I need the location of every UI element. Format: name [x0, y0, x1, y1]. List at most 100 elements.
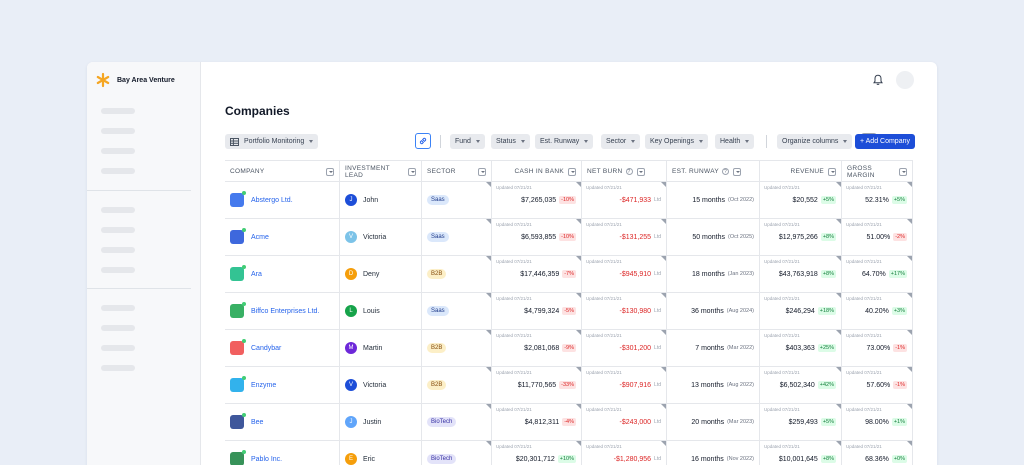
table-row[interactable]: Enzyme V Victoria B2B Updated 07/21/21 $11,77…: [225, 367, 913, 404]
cash-cell[interactable]: Updated 07/21/21 $17,446,359 -7%: [492, 256, 582, 292]
filter-health[interactable]: Health: [715, 134, 755, 149]
col-sector[interactable]: Sector: [422, 161, 492, 182]
help-icon[interactable]: ?: [625, 168, 633, 175]
chevron-down-icon[interactable]: [636, 167, 645, 176]
cash-cell[interactable]: Updated 07/21/21 $4,799,324 -5%: [492, 293, 582, 329]
lead-cell[interactable]: L Louis: [340, 293, 422, 329]
lead-cell[interactable]: V Victoria: [340, 367, 422, 403]
margin-cell[interactable]: Updated 07/21/21 98.00% +1%: [842, 404, 913, 440]
runway-cell[interactable]: 7 months (Mar 2022): [667, 330, 760, 366]
burn-cell[interactable]: Updated 07/21/21 -$1,280,956 Ltd: [582, 441, 667, 465]
col-runway[interactable]: Est. runway?: [667, 161, 760, 182]
nav-item[interactable]: [101, 108, 135, 114]
nav-item[interactable]: [101, 247, 135, 253]
chevron-down-icon[interactable]: [408, 167, 416, 176]
col-revenue[interactable]: Revenue: [760, 161, 842, 182]
add-company-button[interactable]: + Add Company: [854, 134, 915, 149]
cash-cell[interactable]: Updated 07/21/21 $4,812,311 -4%: [492, 404, 582, 440]
cash-cell[interactable]: Updated 07/21/21 $6,593,855 -10%: [492, 219, 582, 255]
filter-key-openings[interactable]: Key Openings: [645, 134, 708, 149]
table-row[interactable]: Ara D Deny B2B Updated 07/21/21 $17,446,359 -7…: [225, 256, 913, 293]
filter-fund[interactable]: Fund: [450, 134, 485, 149]
lead-cell[interactable]: V Victoria: [340, 219, 422, 255]
lead-cell[interactable]: E Eric: [340, 441, 422, 465]
runway-cell[interactable]: 36 months (Aug 2024): [667, 293, 760, 329]
company-cell[interactable]: Biffco Enterprises Ltd.: [225, 293, 340, 329]
col-company[interactable]: Company: [225, 161, 340, 182]
margin-cell[interactable]: Updated 07/21/21 73.00% -1%: [842, 330, 913, 366]
nav-item[interactable]: [101, 128, 135, 134]
table-row[interactable]: Abstergo Ltd. J John Saas Updated 07/21/21 $7…: [225, 182, 913, 219]
revenue-cell[interactable]: Updated 07/21/21 $20,552 +5%: [760, 182, 842, 218]
revenue-cell[interactable]: Updated 07/21/21 $6,502,340 +42%: [760, 367, 842, 403]
sector-cell[interactable]: BioTech: [422, 441, 492, 465]
nav-item[interactable]: [101, 148, 135, 154]
sector-cell[interactable]: Saas: [422, 293, 492, 329]
revenue-cell[interactable]: Updated 07/21/21 $259,493 +5%: [760, 404, 842, 440]
view-select[interactable]: Portfolio Monitoring: [225, 134, 319, 149]
cash-cell[interactable]: Updated 07/21/21 $11,770,565 -33%: [492, 367, 582, 403]
company-cell[interactable]: Abstergo Ltd.: [225, 182, 340, 218]
burn-cell[interactable]: Updated 07/21/21 -$243,000 Ltd: [582, 404, 667, 440]
sector-cell[interactable]: B2B: [422, 367, 492, 403]
chevron-down-icon[interactable]: [828, 167, 836, 176]
burn-cell[interactable]: Updated 07/21/21 -$945,910 Ltd: [582, 256, 667, 292]
company-link[interactable]: Candybar: [251, 344, 282, 352]
margin-cell[interactable]: Updated 07/21/21 51.00% -2%: [842, 219, 913, 255]
burn-cell[interactable]: Updated 07/21/21 -$471,933 Ltd: [582, 182, 667, 218]
filter-runway[interactable]: Est. Runway: [535, 134, 594, 149]
chevron-down-icon[interactable]: [899, 167, 907, 176]
table-row[interactable]: Pablo Inc. E Eric BioTech Updated 07/21/21 $2…: [225, 441, 913, 465]
company-link[interactable]: Ara: [251, 270, 262, 278]
company-link[interactable]: Acme: [251, 233, 269, 241]
revenue-cell[interactable]: Updated 07/21/21 $403,363 +25%: [760, 330, 842, 366]
nav-item[interactable]: [101, 305, 135, 311]
sector-cell[interactable]: BioTech: [422, 404, 492, 440]
nav-item[interactable]: [101, 227, 135, 233]
cash-cell[interactable]: Updated 07/21/21 $20,301,712 +10%: [492, 441, 582, 465]
lead-cell[interactable]: J John: [340, 182, 422, 218]
burn-cell[interactable]: Updated 07/21/21 -$907,916 Ltd: [582, 367, 667, 403]
burn-cell[interactable]: Updated 07/21/21 -$131,255 Ltd: [582, 219, 667, 255]
company-cell[interactable]: Pablo Inc.: [225, 441, 340, 465]
runway-cell[interactable]: 13 months (Aug 2022): [667, 367, 760, 403]
cash-cell[interactable]: Updated 07/21/21 $2,081,068 -9%: [492, 330, 582, 366]
company-link[interactable]: Bee: [251, 418, 264, 426]
burn-cell[interactable]: Updated 07/21/21 -$130,980 Ltd: [582, 293, 667, 329]
table-row[interactable]: Candybar M Martin B2B Updated 07/21/21 $2,081…: [225, 330, 913, 367]
company-cell[interactable]: Candybar: [225, 330, 340, 366]
col-burn[interactable]: Net burn?: [582, 161, 667, 182]
sector-cell[interactable]: Saas: [422, 182, 492, 218]
nav-item[interactable]: [101, 345, 135, 351]
margin-cell[interactable]: Updated 07/21/21 52.31% +5%: [842, 182, 913, 218]
burn-cell[interactable]: Updated 07/21/21 -$301,200 Ltd: [582, 330, 667, 366]
sector-cell[interactable]: Saas: [422, 219, 492, 255]
revenue-cell[interactable]: Updated 07/21/21 $43,763,918 +8%: [760, 256, 842, 292]
company-cell[interactable]: Acme: [225, 219, 340, 255]
brand[interactable]: Bay Area Venture: [95, 72, 175, 88]
runway-cell[interactable]: 16 months (Nov 2022): [667, 441, 760, 465]
link-button[interactable]: [415, 133, 431, 149]
user-avatar[interactable]: [896, 71, 914, 89]
revenue-cell[interactable]: Updated 07/21/21 $246,294 +18%: [760, 293, 842, 329]
margin-cell[interactable]: Updated 07/21/21 64.70% +17%: [842, 256, 913, 292]
lead-cell[interactable]: D Deny: [340, 256, 422, 292]
revenue-cell[interactable]: Updated 07/21/21 $10,001,645 +8%: [760, 441, 842, 465]
sector-cell[interactable]: B2B: [422, 330, 492, 366]
nav-item[interactable]: [101, 365, 135, 371]
margin-cell[interactable]: Updated 07/21/21 57.60% -1%: [842, 367, 913, 403]
runway-cell[interactable]: 20 months (Mar 2023): [667, 404, 760, 440]
company-cell[interactable]: Enzyme: [225, 367, 340, 403]
company-link[interactable]: Pablo Inc.: [251, 455, 283, 463]
bell-icon[interactable]: [872, 74, 884, 86]
company-cell[interactable]: Ara: [225, 256, 340, 292]
chevron-down-icon[interactable]: [326, 167, 334, 176]
table-row[interactable]: Bee J Justin BioTech Updated 07/21/21 $4,812,…: [225, 404, 913, 441]
cash-cell[interactable]: Updated 07/21/21 $7,265,035 -10%: [492, 182, 582, 218]
lead-cell[interactable]: J Justin: [340, 404, 422, 440]
runway-cell[interactable]: 15 months (Oct 2022): [667, 182, 760, 218]
table-row[interactable]: Biffco Enterprises Ltd. L Louis Saas Updated…: [225, 293, 913, 330]
margin-cell[interactable]: Updated 07/21/21 40.20% +3%: [842, 293, 913, 329]
col-margin[interactable]: Gross margin: [842, 161, 913, 182]
company-cell[interactable]: Bee: [225, 404, 340, 440]
